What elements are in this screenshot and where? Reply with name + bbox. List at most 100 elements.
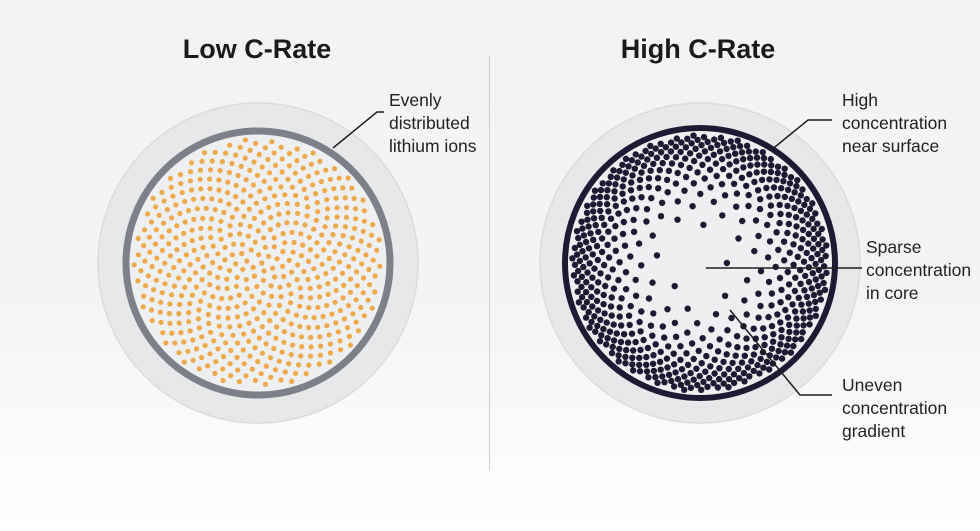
lithium-ion-dot <box>633 205 640 212</box>
lithium-ion-dot <box>200 195 206 201</box>
lithium-ion-dot <box>735 365 742 372</box>
lithium-ion-dot <box>805 300 812 307</box>
lithium-ion-dot <box>256 151 262 158</box>
lithium-ion-dot <box>167 301 173 307</box>
lithium-ion-dot <box>301 269 307 275</box>
lithium-ion-dot <box>619 190 626 197</box>
lithium-ion-dot <box>798 335 805 343</box>
lithium-ion-dot <box>250 328 257 334</box>
lithium-ion-dot <box>317 334 323 340</box>
lithium-ion-dot <box>738 149 746 156</box>
lithium-ion-dot <box>281 339 287 345</box>
lithium-ion-dot <box>808 254 815 262</box>
lithium-ion-dot <box>310 150 316 156</box>
lithium-ion-dot <box>735 235 742 242</box>
lithium-ion-dot <box>216 177 222 183</box>
lithium-ion-dot <box>590 208 597 215</box>
lithium-ion-dot <box>638 169 645 176</box>
lithium-ion-dot <box>278 377 284 383</box>
lithium-ion-dot <box>744 364 752 371</box>
lithium-ion-dot <box>677 343 684 350</box>
label-uneven-gradient: Uneven concentration gradient <box>842 374 947 443</box>
lithium-ion-dot <box>582 288 590 296</box>
lithium-ion-dot <box>714 348 722 355</box>
lithium-ion-dot <box>358 238 364 244</box>
lithium-ion-dot <box>319 261 325 267</box>
lithium-ion-dot <box>307 353 314 359</box>
lithium-ion-dot <box>728 314 735 322</box>
lithium-ion-dot <box>337 338 343 344</box>
lithium-ion-dot <box>659 323 666 330</box>
lithium-ion-dot <box>233 152 239 158</box>
lithium-ion-dot <box>640 336 647 344</box>
lithium-ion-dot <box>622 360 629 367</box>
lithium-ion-dot <box>215 285 221 291</box>
lithium-ion-dot <box>250 182 256 188</box>
lithium-ion-dot <box>159 247 165 253</box>
lithium-ion-dot <box>599 180 606 187</box>
lithium-ion-dot <box>645 175 653 182</box>
lithium-ion-dot <box>267 227 273 233</box>
lithium-ion-dot <box>657 213 665 220</box>
lithium-ion-dot <box>248 247 254 253</box>
lithium-ion-dot <box>148 307 155 313</box>
lithium-ion-dot <box>688 340 696 347</box>
lithium-ion-dot <box>252 345 258 351</box>
lithium-ion-dot <box>759 149 766 156</box>
lithium-ion-dot <box>350 311 356 317</box>
lithium-ion-dot <box>741 297 748 304</box>
lithium-ion-dot <box>161 198 167 204</box>
lithium-ion-dot <box>806 321 813 328</box>
lithium-ion-dot <box>332 249 338 255</box>
lithium-ion-dot <box>307 247 313 253</box>
lithium-ion-dot <box>339 270 346 276</box>
lithium-ion-dot <box>254 283 260 290</box>
lithium-ion-dot <box>271 235 277 241</box>
lithium-ion-dot <box>694 136 701 144</box>
label-line: concentration <box>842 398 948 418</box>
lithium-ion-dot <box>619 183 626 190</box>
lithium-ion-dot <box>822 252 829 260</box>
lithium-ion-dot <box>340 233 346 239</box>
lithium-ion-dot <box>766 238 774 245</box>
lithium-ion-dot <box>135 235 141 242</box>
lithium-ion-dot <box>783 342 791 349</box>
lithium-ion-dot <box>799 308 807 315</box>
low-c-rate-title: Low C-Rate <box>182 34 332 64</box>
lithium-ion-dot <box>619 161 626 168</box>
label-line: Uneven <box>842 375 903 395</box>
lithium-ion-dot <box>629 195 636 202</box>
lithium-ion-dot <box>305 204 311 210</box>
lithium-ion-dot <box>815 241 822 248</box>
lithium-ion-dot <box>627 253 634 260</box>
lithium-ion-dot <box>575 299 583 306</box>
lithium-ion-dot <box>225 305 231 311</box>
lithium-ion-dot <box>227 142 233 148</box>
lithium-ion-dot <box>746 154 754 162</box>
lithium-ion-dot <box>203 205 209 211</box>
lithium-ion-dot <box>768 322 776 330</box>
lithium-ion-dot <box>778 355 786 362</box>
lithium-ion-dot <box>315 304 321 310</box>
lithium-ion-dot <box>207 270 213 276</box>
lithium-ion-dot <box>776 219 783 227</box>
low-lithium-ions <box>131 137 383 387</box>
lithium-ion-dot <box>638 308 645 315</box>
lithium-ion-dot <box>243 373 249 379</box>
lithium-ion-dot <box>794 177 801 184</box>
lithium-ion-dot <box>325 291 331 297</box>
lithium-ion-dot <box>361 218 367 224</box>
lithium-ion-dot <box>743 142 751 149</box>
lithium-ion-dot <box>668 160 676 167</box>
lithium-ion-dot <box>220 354 227 360</box>
lithium-ion-dot <box>206 320 212 327</box>
lithium-ion-dot <box>585 245 593 252</box>
lithium-ion-dot <box>615 358 622 365</box>
lithium-ion-dot <box>643 361 650 368</box>
lithium-ion-dot <box>725 384 732 391</box>
lithium-ion-dot <box>766 176 773 183</box>
lithium-ion-dot <box>718 155 726 163</box>
lithium-ion-dot <box>753 154 761 161</box>
lithium-ion-dot <box>226 201 232 207</box>
lithium-ion-dot <box>622 269 630 276</box>
